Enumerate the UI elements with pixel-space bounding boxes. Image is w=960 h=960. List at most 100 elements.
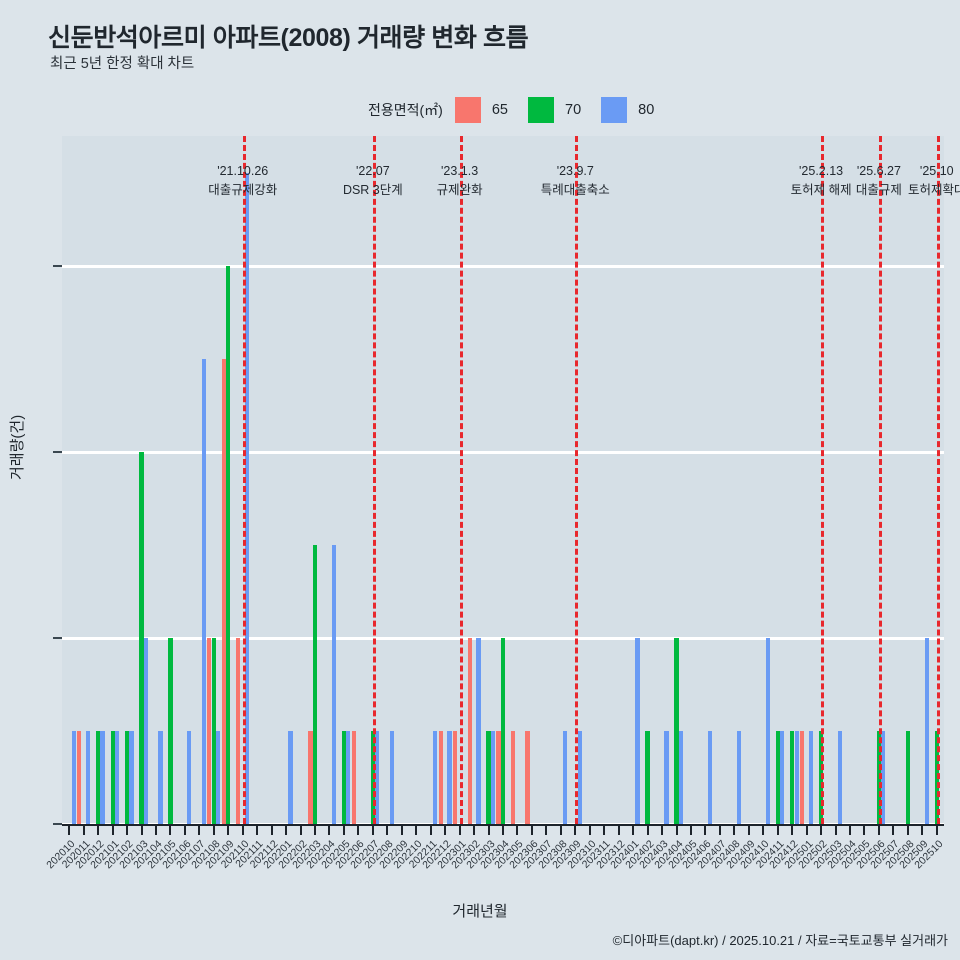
- bar-202012-80[interactable]: [100, 731, 105, 824]
- event-label-202502: '25.2.13 토허제 해제: [791, 162, 852, 200]
- bar-202205-70[interactable]: [341, 731, 347, 824]
- bar-202306-65[interactable]: [525, 731, 530, 824]
- bar-202108-65[interactable]: [207, 638, 212, 824]
- bar-202304-70[interactable]: [500, 638, 506, 824]
- x-tick-202111: [256, 824, 259, 835]
- bar-202304-65[interactable]: [496, 731, 501, 824]
- bar-202302-65[interactable]: [467, 638, 472, 824]
- bar-202410-80[interactable]: [765, 638, 770, 824]
- x-tick-202408: [733, 824, 736, 835]
- bar-202103-70[interactable]: [139, 452, 144, 824]
- gridline-2: [62, 636, 944, 640]
- bar-202404-70[interactable]: [674, 638, 679, 824]
- bar-202503-80[interactable]: [837, 731, 843, 824]
- bar-202502-70[interactable]: [818, 731, 824, 824]
- event-line-202301: [459, 136, 463, 824]
- x-tick-202108: [212, 824, 215, 835]
- bar-202102-80[interactable]: [129, 731, 134, 824]
- legend-swatch-80: [601, 97, 628, 123]
- bar-202506-80[interactable]: [881, 731, 886, 824]
- bar-202408-80[interactable]: [736, 731, 741, 824]
- bar-202207-80[interactable]: [375, 731, 380, 824]
- event-name-202301: 규제완화: [436, 183, 483, 197]
- bar-202010-80[interactable]: [71, 731, 76, 824]
- event-label-202207: '22.07 DSR 3단계: [343, 162, 403, 200]
- bar-202308-80[interactable]: [563, 731, 568, 824]
- bar-202103-80[interactable]: [143, 638, 149, 824]
- x-tick-202401: [632, 824, 635, 835]
- bar-202303-70[interactable]: [486, 731, 491, 824]
- bar-202212-65[interactable]: [438, 731, 443, 824]
- bar-202206-65[interactable]: [351, 731, 357, 824]
- bar-202105-70[interactable]: [168, 638, 173, 824]
- bar-202109-65[interactable]: [221, 359, 226, 824]
- bar-202212-80[interactable]: [447, 731, 452, 824]
- x-tick-202410: [762, 824, 765, 835]
- bar-202508-70[interactable]: [905, 731, 910, 824]
- x-tick-202404: [675, 824, 678, 835]
- x-tick-202107: [198, 824, 201, 835]
- bar-202203-70[interactable]: [312, 545, 318, 824]
- bar-202403-80[interactable]: [664, 731, 669, 824]
- bar-202109-70[interactable]: [226, 266, 231, 824]
- y-tick-mark-4: [53, 451, 62, 454]
- bar-202011-80[interactable]: [86, 731, 91, 824]
- bar-202211-80[interactable]: [433, 731, 438, 824]
- bar-202401-80[interactable]: [635, 638, 640, 824]
- legend-item-80[interactable]: 80: [601, 97, 654, 123]
- legend-label-65: 65: [491, 102, 508, 118]
- bar-202208-80[interactable]: [389, 731, 394, 824]
- bar-202406-80[interactable]: [707, 731, 712, 824]
- x-tick-202209: [400, 824, 403, 835]
- x-tick-202212: [444, 824, 447, 835]
- bar-202107-80[interactable]: [201, 359, 206, 824]
- bar-202411-80[interactable]: [780, 731, 785, 824]
- bar-202309-80[interactable]: [577, 731, 582, 824]
- bar-202110-65[interactable]: [236, 638, 241, 824]
- bar-202101-70[interactable]: [110, 731, 115, 824]
- x-tick-202103: [140, 824, 143, 835]
- event-label-202110: '21.10.26 대출규제강화: [208, 162, 277, 200]
- bar-202402-70[interactable]: [645, 731, 650, 824]
- bar-202412-70[interactable]: [790, 731, 795, 824]
- gridline-6: [62, 264, 944, 268]
- x-tick-202109: [227, 824, 230, 835]
- bar-202205-80[interactable]: [346, 731, 351, 824]
- bar-202510-70[interactable]: [934, 731, 939, 824]
- bar-202404-80[interactable]: [678, 731, 684, 824]
- bar-202102-70[interactable]: [124, 731, 130, 824]
- bar-202305-65[interactable]: [510, 731, 516, 824]
- bar-202301-65[interactable]: [453, 731, 458, 824]
- bar-202412-80[interactable]: [794, 731, 799, 824]
- x-tick-202505: [863, 824, 866, 835]
- bar-202509-80[interactable]: [924, 638, 929, 824]
- bar-202302-80[interactable]: [476, 638, 481, 824]
- legend: 전용면적(㎡) 65 70 80: [368, 97, 654, 123]
- event-label-202309: '23.9.7 특례대출축소: [541, 162, 610, 200]
- bar-202501-65[interactable]: [800, 731, 805, 824]
- x-tick-202509: [921, 824, 924, 835]
- bar-202104-80[interactable]: [158, 731, 163, 824]
- bar-202303-80[interactable]: [490, 731, 496, 824]
- event-line-202502: [821, 136, 825, 824]
- bar-202204-80[interactable]: [331, 545, 336, 824]
- x-tick-202210: [415, 824, 418, 835]
- bar-202110-80[interactable]: [245, 173, 250, 824]
- legend-item-70[interactable]: 70: [528, 97, 601, 123]
- bar-202108-70[interactable]: [211, 638, 216, 824]
- bar-202106-80[interactable]: [187, 731, 192, 824]
- event-date-202309: '23.9.7: [556, 164, 594, 178]
- bar-202201-80[interactable]: [288, 731, 293, 824]
- legend-item-65[interactable]: 65: [454, 97, 528, 123]
- bar-202101-80[interactable]: [114, 731, 120, 824]
- x-tick-202205: [342, 824, 345, 835]
- bar-202108-80[interactable]: [216, 731, 221, 824]
- bar-202012-70[interactable]: [96, 731, 101, 824]
- event-label-202510: '25.10 토허제확대: [908, 162, 960, 200]
- bar-202501-80[interactable]: [808, 731, 814, 824]
- bar-202411-70[interactable]: [775, 731, 780, 824]
- bar-202011-65[interactable]: [77, 731, 82, 824]
- bar-202203-65[interactable]: [308, 731, 313, 824]
- event-line-202510: [936, 136, 940, 824]
- page-title: 신둔반석아르미 아파트(2008) 거래량 변화 흐름: [48, 24, 529, 52]
